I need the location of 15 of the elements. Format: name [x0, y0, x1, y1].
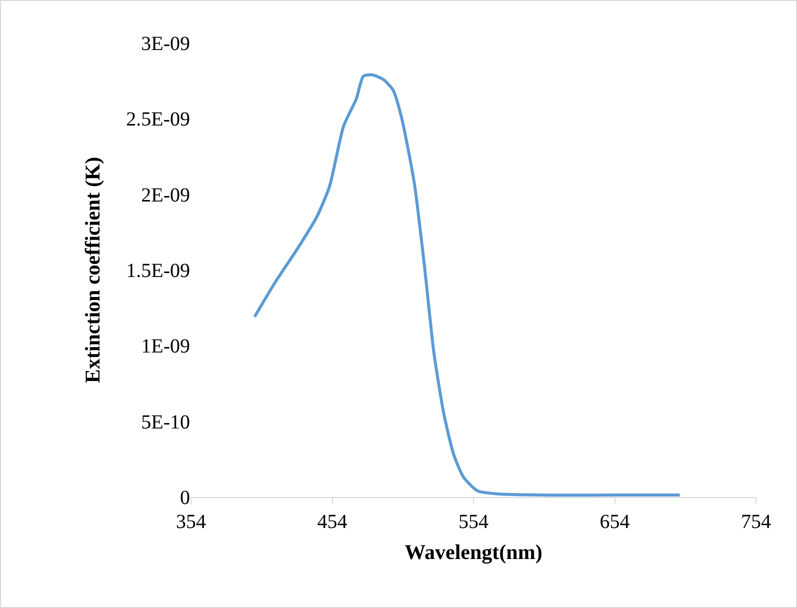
x-tick-label: 354 — [176, 511, 206, 533]
y-tick-label: 2.5E-09 — [126, 108, 190, 131]
y-tick-label: 3E-09 — [141, 33, 190, 55]
x-tick-label: 454 — [317, 511, 348, 533]
y-tick-label: 1.5E-09 — [126, 260, 190, 282]
line-series — [253, 73, 682, 497]
y-axis-title: Extinction coefficient (K) — [80, 156, 104, 384]
y-tick-label: 0 — [180, 487, 190, 509]
x-tick-label: 654 — [600, 511, 630, 533]
y-tick-label: 1E-09 — [141, 336, 190, 358]
x-axis-title: Wavelengt(nm) — [404, 540, 542, 564]
x-tick-label: 754 — [741, 511, 771, 533]
y-tick-label: 2E-09 — [141, 184, 190, 206]
y-tick-label: 5E-10 — [141, 411, 190, 434]
x-tick-label: 554 — [458, 511, 488, 533]
